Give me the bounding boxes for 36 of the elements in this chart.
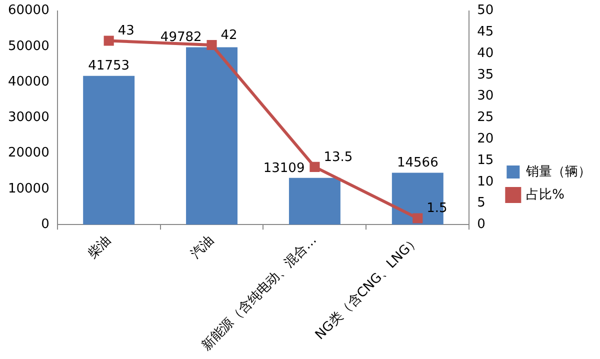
y2-tick-label: 0 (477, 217, 486, 232)
y-tick-label: 40000 (8, 74, 50, 90)
data-label: 41753 (88, 58, 130, 74)
point (412, 213, 423, 224)
y2-tick-label: 35 (477, 67, 494, 82)
legend-label: 销量（辆） (525, 164, 592, 180)
y-tick-label: 20000 (8, 146, 50, 161)
bar (186, 47, 238, 225)
y-tick-label: 30000 (8, 110, 50, 126)
y2-tick-label: 40 (477, 46, 494, 61)
y2-tick-label: 15 (477, 152, 494, 168)
y2-tick-label: 20 (477, 131, 494, 146)
data-label: 14566 (396, 156, 438, 171)
bar (288, 178, 340, 225)
y2-tick-label: 50 (477, 3, 494, 18)
y-tick-label: 60000 (8, 3, 50, 18)
y2-tick-label: 5 (477, 196, 486, 211)
x-tick-label: 柴油 (85, 232, 114, 262)
data-label: 13.5 (324, 150, 353, 165)
data-label: 43 (118, 24, 134, 39)
point (310, 162, 320, 172)
bar (83, 76, 135, 225)
x-tick-label: 汽油 (188, 232, 217, 262)
point (104, 36, 114, 46)
y2-tick-label: 45 (477, 24, 494, 40)
data-label: 42 (220, 28, 238, 43)
y2-tick-label: 25 (477, 110, 494, 126)
y-tick-label: 50000 (8, 38, 50, 54)
y2-tick-label: 10 (477, 174, 494, 190)
data-label: 49782 (160, 30, 202, 46)
y-tick-label: 0 (41, 217, 50, 232)
y2-tick-label: 30 (477, 88, 494, 104)
data-label: 13109 (263, 160, 305, 176)
legend-label: 占比% (526, 187, 565, 202)
y-tick-label: 10000 (8, 181, 50, 196)
point (206, 40, 217, 50)
